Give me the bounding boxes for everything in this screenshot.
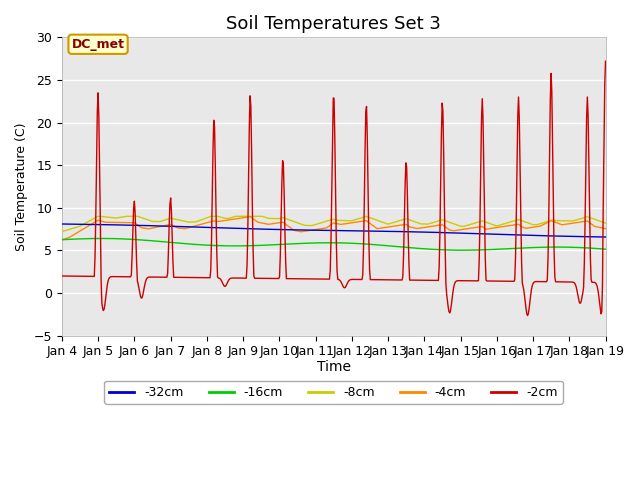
Text: DC_met: DC_met xyxy=(72,38,125,51)
Legend: -32cm, -16cm, -8cm, -4cm, -2cm: -32cm, -16cm, -8cm, -4cm, -2cm xyxy=(104,381,563,404)
Y-axis label: Soil Temperature (C): Soil Temperature (C) xyxy=(15,122,28,251)
Title: Soil Temperatures Set 3: Soil Temperatures Set 3 xyxy=(226,15,441,33)
X-axis label: Time: Time xyxy=(317,360,351,374)
